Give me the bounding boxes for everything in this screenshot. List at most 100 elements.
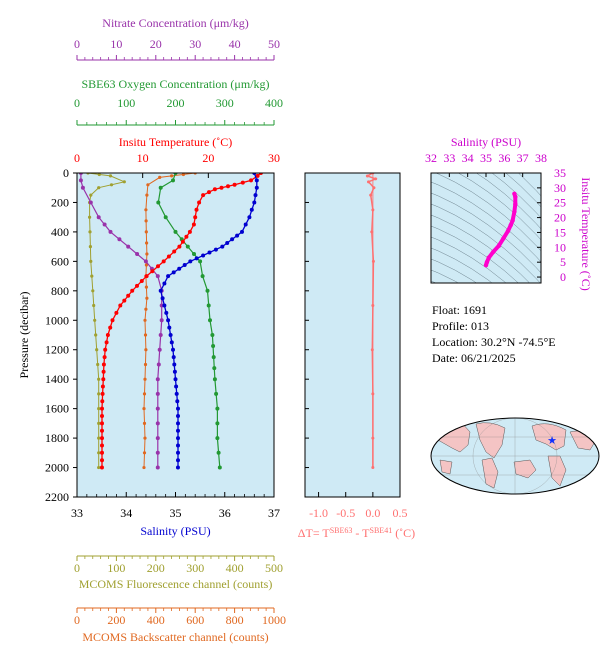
world-map: ★ [430,417,600,495]
fluorescence-point [97,407,101,411]
location: Location: 30.2°N -74.5°E [432,335,556,349]
nitrate-tick-label: 50 [268,37,280,51]
pressure-tick-label: 0 [63,166,69,180]
pressure-axis-label: Pressure (decibar) [17,292,31,379]
salinity-point [194,256,199,261]
nitrate-point [159,318,164,323]
fluorescence-point [88,245,92,249]
delta-t-axis-title: ΔT= TSBE63 - TSBE41 (˚C) [298,526,415,541]
fluorescence-point [96,362,100,367]
backscatter-point [143,333,148,337]
temperature-point [144,274,149,279]
delta-t-background [305,173,400,497]
ts-temperature-tick-label: 30 [554,181,566,195]
pressure-tick-label: 1800 [45,431,69,445]
backscatter-point [145,296,149,300]
salinity-point [164,310,169,315]
temperature-point [105,333,110,337]
delta-t-point [365,174,369,178]
backscatter-point [144,348,148,352]
salinity-point [176,406,180,411]
salinity-point [182,263,187,267]
nitrate-tick-label: 40 [229,37,241,51]
oxygen-point [185,244,190,249]
temperature-point [207,190,211,195]
nitrate-point [156,362,161,367]
ts-salinity-tick-label: 35 [480,151,492,165]
temperature-point [122,298,127,303]
delta-t-series [365,173,378,470]
ts-salinity-tick-label: 36 [498,151,510,165]
backscatter-point [145,193,149,197]
delta-t-point [371,259,375,263]
temperature-point [130,288,135,293]
backscatter-point [145,252,149,256]
oxygen-point [217,465,222,470]
fluorescence-point [93,318,97,322]
backscatter-tick-label: 200 [107,613,125,627]
ts-temperature-tick-label: 10 [554,240,566,254]
ts-axes: 32 33 34 35 36 37 38 Salinity (PSU) 051015202530… [425,135,593,291]
nitrate-point [78,178,83,183]
ts-density-contour [431,181,541,263]
salinity-point [166,318,171,323]
delta-t-tick-label: 0.5 [393,506,408,520]
backscatter-point [142,392,147,396]
temperature-point [101,369,106,374]
fluorescence-point [88,230,92,234]
oxygen-point [216,450,221,455]
backscatter-point [142,451,147,455]
float-id: Float: 1691 [432,303,488,317]
temperature-point [191,222,196,227]
salinity-point [162,281,167,286]
nitrate-point [102,222,107,227]
fluorescence-point [97,465,101,470]
float-location-marker: ★ [547,435,557,447]
oxygen-point [171,178,175,183]
salinity-tick-label: 33 [71,506,83,520]
temperature-point [100,450,104,455]
salinity-point [235,233,240,238]
delta-t-tick-label: -1.0 [309,506,328,520]
temperature-point [110,318,115,323]
ts-point [486,255,491,260]
nitrate-point [155,377,160,382]
nitrate-point [117,237,122,242]
nitrate-tick-label: 20 [150,37,162,51]
fluorescence-point [97,421,101,425]
backscatter-point [158,175,162,179]
salinity-point [247,215,252,220]
temperature-point [193,215,198,220]
ts-salinity-tick-label: 32 [425,151,437,165]
ts-density-contour [431,214,531,283]
pressure-axis: 0 200 400 600 800 1000 1200 1400 1600 1800 2000 220… [17,166,77,504]
salinity-tick-label: 35 [170,506,182,520]
salinity-point [188,259,193,264]
fluorescence-tick-label: 200 [147,561,165,575]
ts-density-contour [517,173,541,197]
fluorescence-point [109,183,114,187]
temperature-point [114,310,119,315]
fluorescence-tick-label: 0 [74,561,80,575]
salinity-point [169,340,174,345]
delta-t-point [371,208,375,212]
delta-t-point [374,177,378,181]
delta-t-point [371,466,375,470]
temperature-point [100,414,104,418]
temperature-point [101,362,106,367]
pressure-tick-label: 600 [51,254,69,268]
fluorescence-point [94,333,98,337]
temperature-point [161,259,166,264]
temperature-point [240,180,245,185]
pressure-tick-label: 200 [51,195,69,209]
delta-t-point [369,193,373,197]
nitrate-point [126,244,131,249]
oxygen-tick-label: 400 [265,96,283,110]
temperature-point [108,325,113,330]
nitrate-point [155,274,160,279]
fluorescence-axis-title: MCOMS Fluorescence channel (counts) [79,577,273,591]
backscatter-point [143,436,147,440]
salinity-point [160,296,165,301]
fluorescence-point [97,451,101,455]
ts-density-contour [457,173,541,241]
